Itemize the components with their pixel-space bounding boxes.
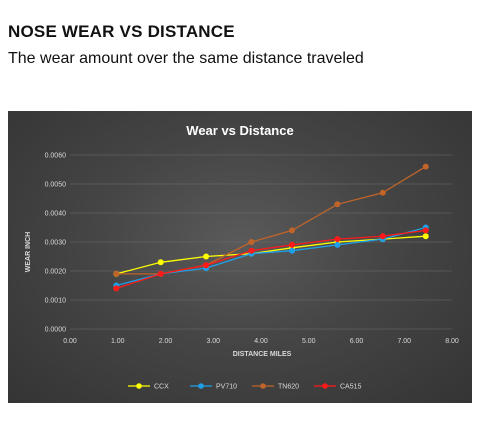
page-title: NOSE WEAR VS DISTANCE bbox=[8, 22, 235, 41]
legend-label-tn620: TN620 bbox=[278, 384, 299, 391]
data-point-ccx bbox=[203, 253, 210, 260]
series-group bbox=[113, 163, 429, 292]
x-tick-label: 4.00 bbox=[254, 338, 268, 345]
legend-label-pv710: PV710 bbox=[216, 384, 237, 391]
x-tick-label: 0.00 bbox=[63, 338, 77, 345]
chart-title: Wear vs Distance bbox=[186, 123, 293, 138]
y-tick-label: 0.0000 bbox=[45, 327, 67, 334]
data-point-tn620 bbox=[113, 270, 120, 277]
x-tick-label: 8.00 bbox=[445, 338, 459, 345]
x-tick-label: 1.00 bbox=[111, 338, 125, 345]
gridlines bbox=[70, 154, 452, 330]
data-point-tn620 bbox=[334, 201, 341, 208]
data-point-ca515 bbox=[289, 241, 296, 248]
y-tick-label: 0.0040 bbox=[45, 211, 67, 218]
data-point-ccx bbox=[157, 259, 164, 266]
line-chart: Wear vs Distance 0.00000.00100.00200.003… bbox=[25, 123, 459, 391]
data-point-tn620 bbox=[422, 163, 429, 170]
data-point-tn620 bbox=[248, 239, 255, 245]
data-point-ca515 bbox=[157, 270, 164, 277]
y-tick-label: 0.0010 bbox=[45, 298, 67, 305]
data-point-ccx bbox=[422, 233, 429, 240]
legend-label-ca515: CA515 bbox=[340, 384, 362, 391]
x-tick-label: 3.00 bbox=[206, 338, 220, 345]
y-tick-labels: 0.0000 0.0010 0.0020 0.0030 0.0040 0.0050 0.00… bbox=[45, 153, 67, 334]
legend-marker-ccx bbox=[136, 383, 142, 389]
y-tick-label: 0.0050 bbox=[45, 182, 67, 189]
data-point-pv710 bbox=[334, 241, 341, 248]
data-point-ca515 bbox=[334, 236, 341, 243]
x-tick-labels: 0.00 1.00 2.00 3.00 4.00 5.00 6.00 7.00 8.00 bbox=[63, 338, 459, 345]
legend-label-ccx: CCX bbox=[154, 384, 169, 391]
y-tick-label: 0.0020 bbox=[45, 269, 67, 276]
legend: CCX PV710 TN620 CA515 bbox=[128, 383, 362, 391]
data-point-ca515 bbox=[422, 227, 429, 234]
y-axis-title: WEAR INCH bbox=[25, 232, 32, 272]
y-tick-label: 0.0030 bbox=[45, 240, 67, 247]
series-line-ca515 bbox=[116, 229, 426, 290]
data-point-ca515 bbox=[203, 262, 210, 269]
legend-marker-pv710 bbox=[198, 383, 204, 389]
x-axis-title: DISTANCE MILES bbox=[233, 351, 292, 358]
y-tick-label: 0.0060 bbox=[45, 153, 67, 160]
data-point-ca515 bbox=[248, 247, 255, 254]
legend-marker-ca515 bbox=[322, 383, 328, 389]
page-subtitle: The wear amount over the same distance t… bbox=[8, 50, 364, 67]
x-tick-label: 7.00 bbox=[397, 338, 411, 345]
legend-marker-tn620 bbox=[260, 383, 266, 389]
data-point-tn620 bbox=[379, 189, 386, 196]
chart-panel: Wear vs Distance 0.0000 0.0010 0.0020 0.003… bbox=[8, 111, 472, 403]
data-point-tn620 bbox=[289, 227, 296, 234]
data-point-ca515 bbox=[113, 285, 120, 292]
data-point-pv710 bbox=[289, 247, 296, 254]
x-tick-label: 2.00 bbox=[159, 338, 173, 345]
x-tick-label: 6.00 bbox=[350, 338, 364, 345]
series-line-tn620 bbox=[116, 166, 427, 275]
x-tick-label: 5.00 bbox=[302, 338, 316, 345]
data-point-ca515 bbox=[379, 233, 386, 240]
